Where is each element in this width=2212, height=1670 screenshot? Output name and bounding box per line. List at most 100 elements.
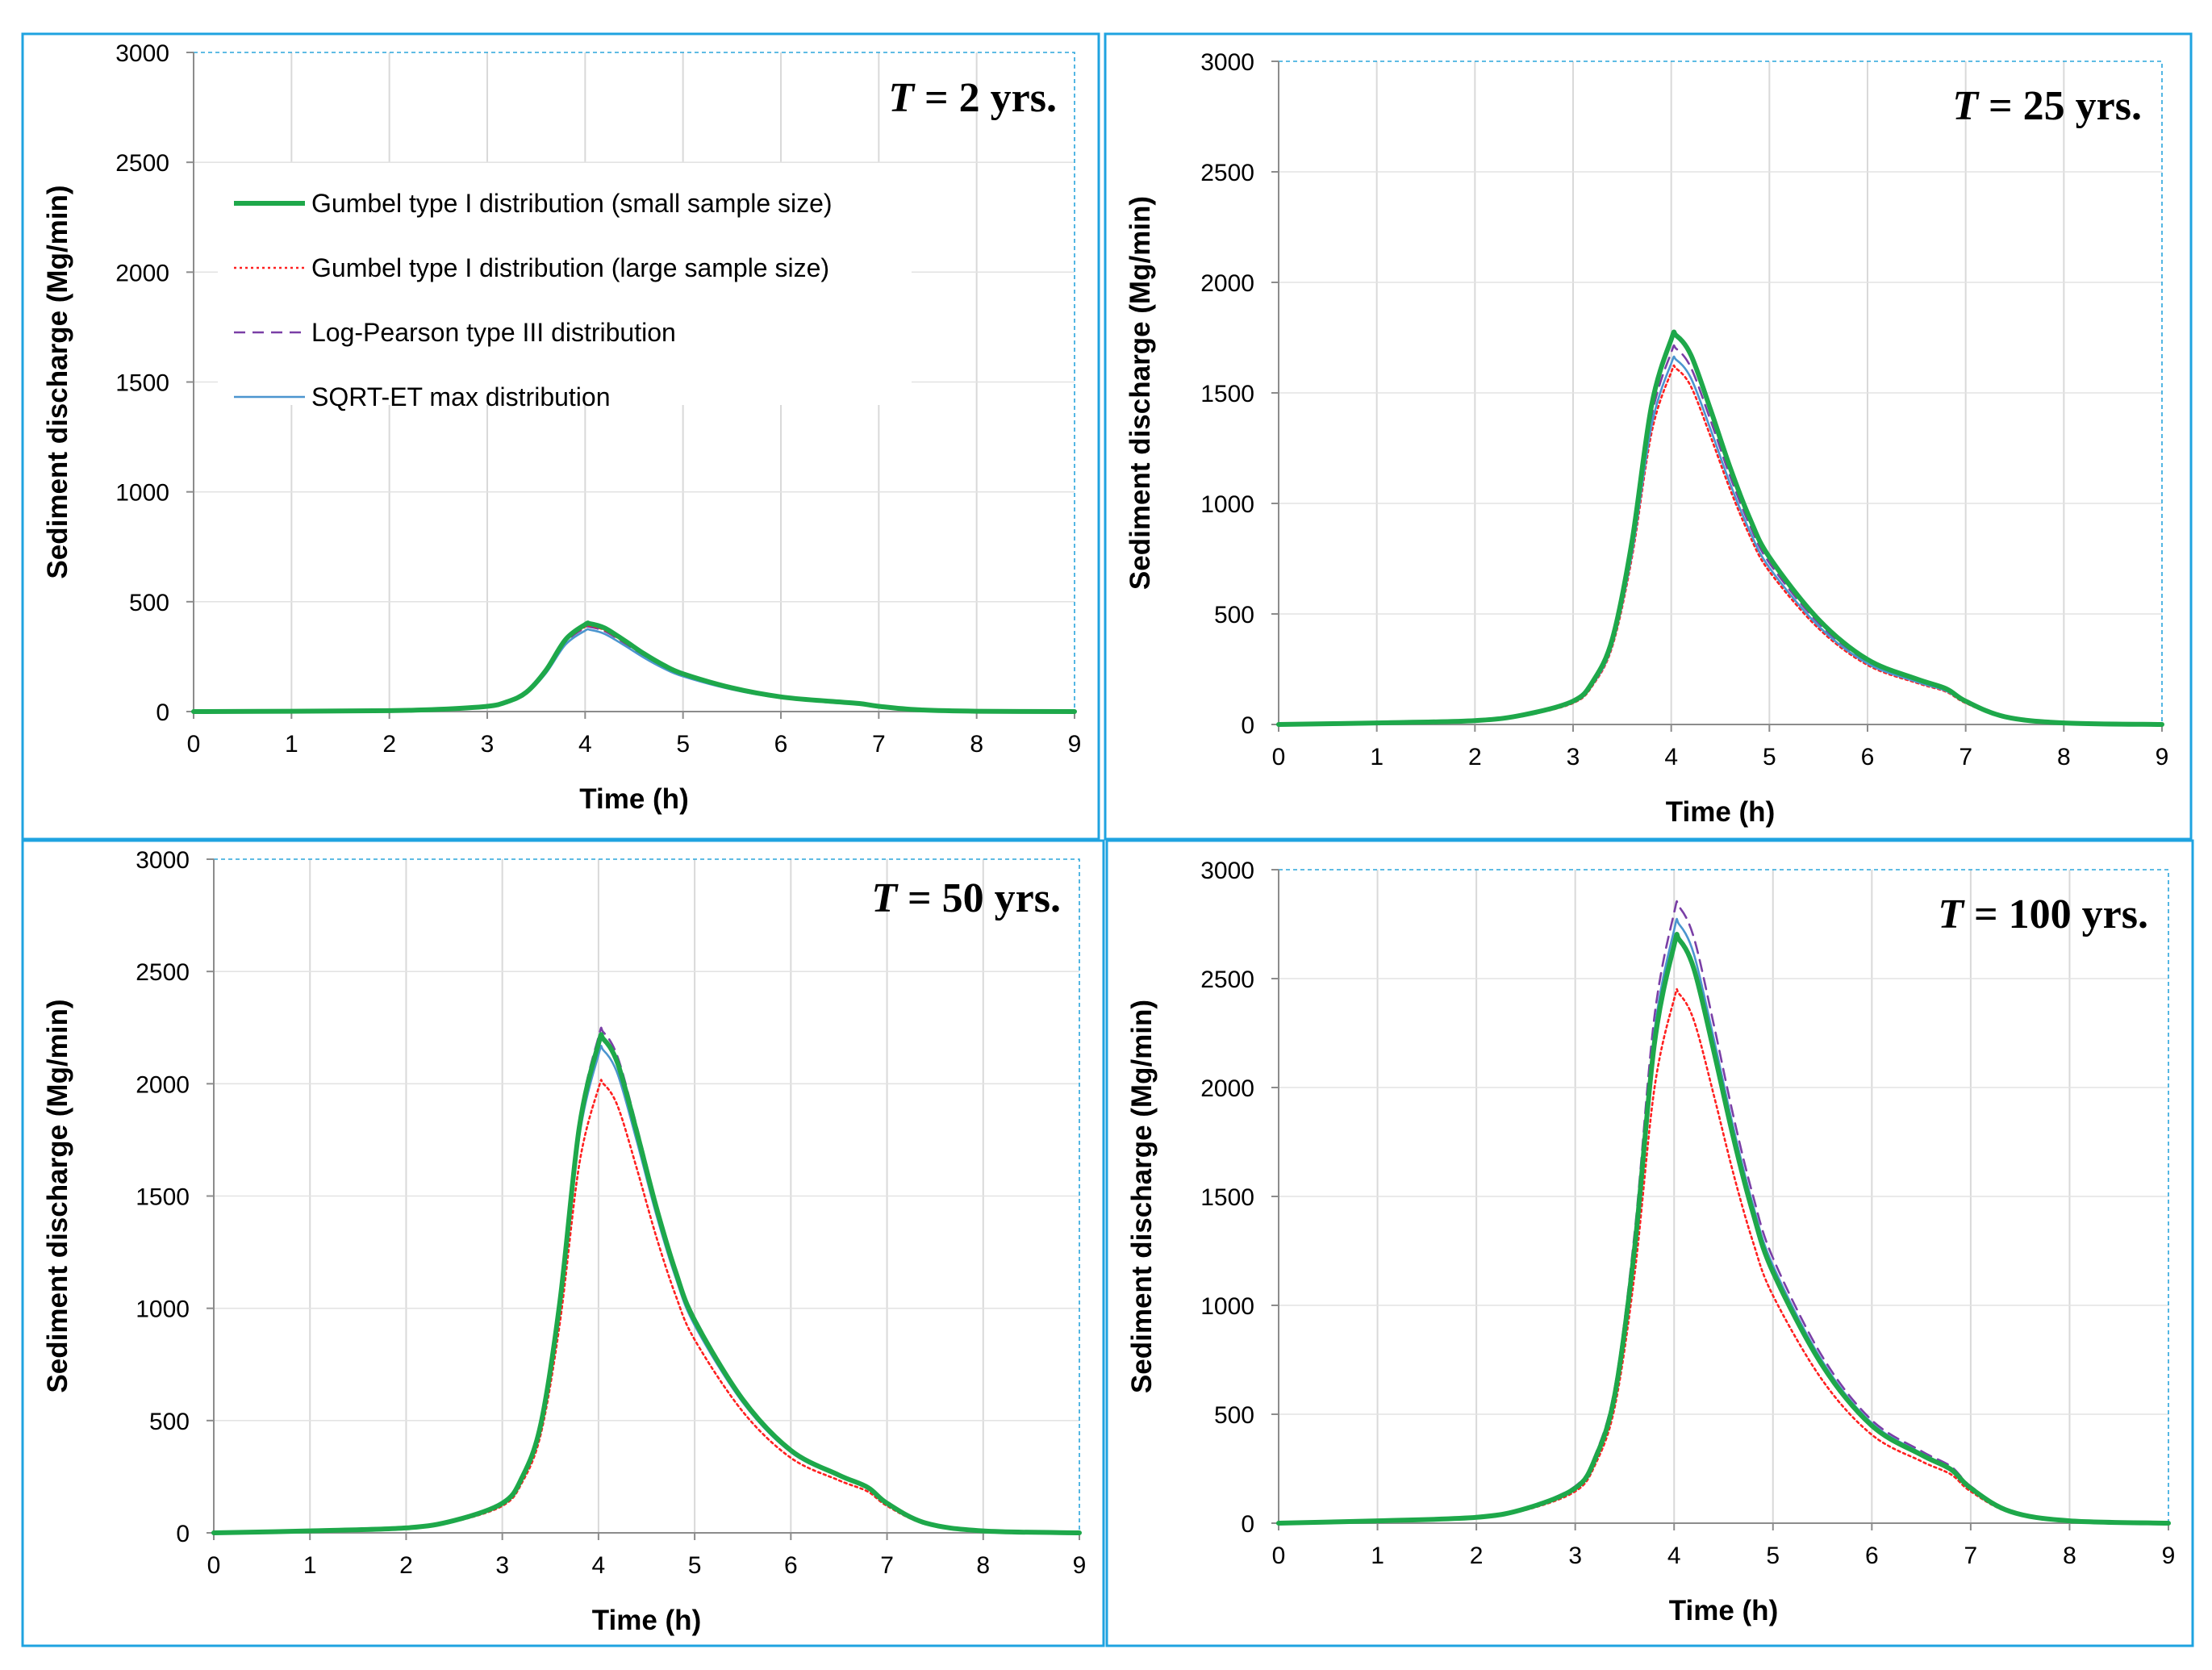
y-tick-label: 0 (176, 1521, 190, 1547)
y-tick-label: 0 (1241, 712, 1254, 739)
x-tick-label: 2 (382, 731, 396, 758)
x-tick-label: 8 (2057, 744, 2071, 770)
x-tick-label: 7 (1964, 1543, 1978, 1569)
x-tick-label: 4 (592, 1552, 606, 1579)
y-tick-label: 500 (1214, 602, 1254, 628)
x-tick-label: 5 (1763, 744, 1776, 770)
return-period-value: = 25 yrs. (1978, 83, 2142, 129)
y-tick-label: 3000 (136, 847, 190, 874)
y-tick-label: 2000 (115, 260, 169, 286)
series-line-2 (1277, 987, 2170, 1525)
x-tick-label: 4 (1664, 744, 1678, 770)
return-period-symbol: T (871, 875, 899, 921)
y-axis-title: Sediment discharge (Mg/min) (42, 999, 73, 1392)
y-tick-label: 500 (129, 590, 169, 616)
y-tick-label: 3000 (115, 40, 169, 67)
x-axis-title: Time (h) (1666, 796, 1775, 828)
y-tick-label: 1500 (136, 1184, 190, 1211)
y-axis-title: Sediment discharge (Mg/min) (42, 185, 73, 578)
y-tick-label: 1000 (136, 1296, 190, 1323)
return-period-symbol: T (888, 75, 916, 121)
y-tick-label: 1500 (1200, 1184, 1254, 1211)
x-tick-label: 5 (688, 1552, 702, 1579)
series-group (191, 620, 1077, 714)
x-tick-label: 8 (976, 1552, 990, 1579)
legend-entry-2: Gumbel type I distribution (large sample… (311, 253, 829, 282)
y-tick-label: 2500 (1200, 967, 1254, 993)
x-tick-label: 2 (399, 1552, 413, 1579)
x-tick-label: 3 (1567, 744, 1580, 770)
gridlines (1279, 870, 2168, 1523)
series-group (1276, 329, 2164, 727)
x-tick-label: 6 (1861, 744, 1875, 770)
x-tick-label: 2 (1470, 1543, 1484, 1569)
x-axis-title: Time (h) (579, 783, 688, 815)
return-period-label: T = 50 yrs. (871, 875, 1061, 921)
chart-panel-3: 0 1 2 3 4 5 6 7 8 9 0 500 1000 1500 2000 2500 3000 Time (… (21, 839, 1105, 1647)
y-tick-label: 1500 (1200, 381, 1254, 407)
legend-entry-4: SQRT-ET max distribution (311, 382, 611, 411)
y-tick-label: 500 (149, 1409, 190, 1435)
series-group (1276, 900, 2171, 1526)
y-tick-label: 3000 (1200, 858, 1254, 884)
x-axis-title: Time (h) (1669, 1595, 1778, 1626)
panel-border (21, 839, 1105, 1647)
y-tick-label: 1000 (1200, 1293, 1254, 1320)
return-period-symbol: T (1938, 891, 1965, 937)
gridlines (1279, 61, 2162, 724)
return-period-label: T = 25 yrs. (1952, 83, 2142, 129)
x-tick-label: 7 (880, 1552, 894, 1579)
x-tick-label: 1 (285, 731, 298, 758)
chart-panel-4: 0 1 2 3 4 5 6 7 8 9 0 500 1000 1500 2000 2500 3000 Time (… (1105, 839, 2194, 1647)
return-period-label: T = 2 yrs. (888, 75, 1057, 121)
y-tick-label: 0 (156, 699, 169, 726)
x-tick-label: 9 (1073, 1552, 1087, 1579)
legend-background (218, 163, 912, 405)
series-line-1 (211, 1032, 1082, 1535)
x-tick-label: 6 (1865, 1543, 1879, 1569)
x-tick-label: 4 (578, 731, 592, 758)
return-period-value: = 50 yrs. (897, 875, 1061, 921)
y-tick-label: 1000 (115, 480, 169, 507)
series-group (211, 1026, 1082, 1535)
x-tick-label: 1 (1371, 1543, 1384, 1569)
x-tick-label: 3 (495, 1552, 509, 1579)
x-tick-label: 6 (774, 731, 788, 758)
x-tick-label: 0 (187, 731, 201, 758)
y-axis-title: Sediment discharge (Mg/min) (1126, 1000, 1158, 1393)
x-tick-label: 0 (207, 1552, 221, 1579)
y-axis-title: Sediment discharge (Mg/min) (1125, 196, 1156, 590)
series-line-1 (1276, 329, 2164, 727)
series-line-1 (1276, 932, 2171, 1526)
chart-panel-2: 0 1 2 3 4 5 6 7 8 9 0 500 1000 1500 2000 2500 3000 Time (… (1104, 32, 2193, 841)
panel-border (21, 32, 1100, 841)
x-tick-label: 9 (2156, 744, 2169, 770)
x-tick-label: 3 (481, 731, 495, 758)
return-period-value: = 100 yrs. (1964, 891, 2148, 937)
x-tick-label: 3 (1568, 1543, 1582, 1569)
return-period-value: = 2 yrs. (914, 75, 1057, 121)
y-tick-label: 2500 (136, 959, 190, 986)
y-tick-label: 3000 (1200, 49, 1254, 76)
panel-border (1105, 839, 2194, 1647)
x-tick-label: 1 (303, 1552, 317, 1579)
x-tick-label: 0 (1272, 744, 1286, 770)
y-tick-label: 2000 (136, 1071, 190, 1098)
y-tick-label: 500 (1214, 1402, 1254, 1429)
y-tick-label: 2000 (1200, 270, 1254, 297)
y-tick-label: 2500 (115, 150, 169, 177)
x-tick-label: 8 (2063, 1543, 2076, 1569)
x-tick-label: 1 (1370, 744, 1384, 770)
x-tick-label: 5 (676, 731, 690, 758)
legend-entry-3: Log-Pearson type III distribution (311, 318, 676, 347)
x-tick-label: 2 (1468, 744, 1482, 770)
x-tick-label: 7 (872, 731, 886, 758)
return-period-symbol: T (1952, 83, 1980, 129)
gridlines (214, 859, 1079, 1533)
return-period-label: T = 100 yrs. (1938, 891, 2148, 937)
x-tick-label: 4 (1667, 1543, 1681, 1569)
y-tick-label: 2500 (1200, 160, 1254, 186)
y-tick-label: 1000 (1200, 491, 1254, 518)
x-axis-title: Time (h) (592, 1605, 701, 1636)
